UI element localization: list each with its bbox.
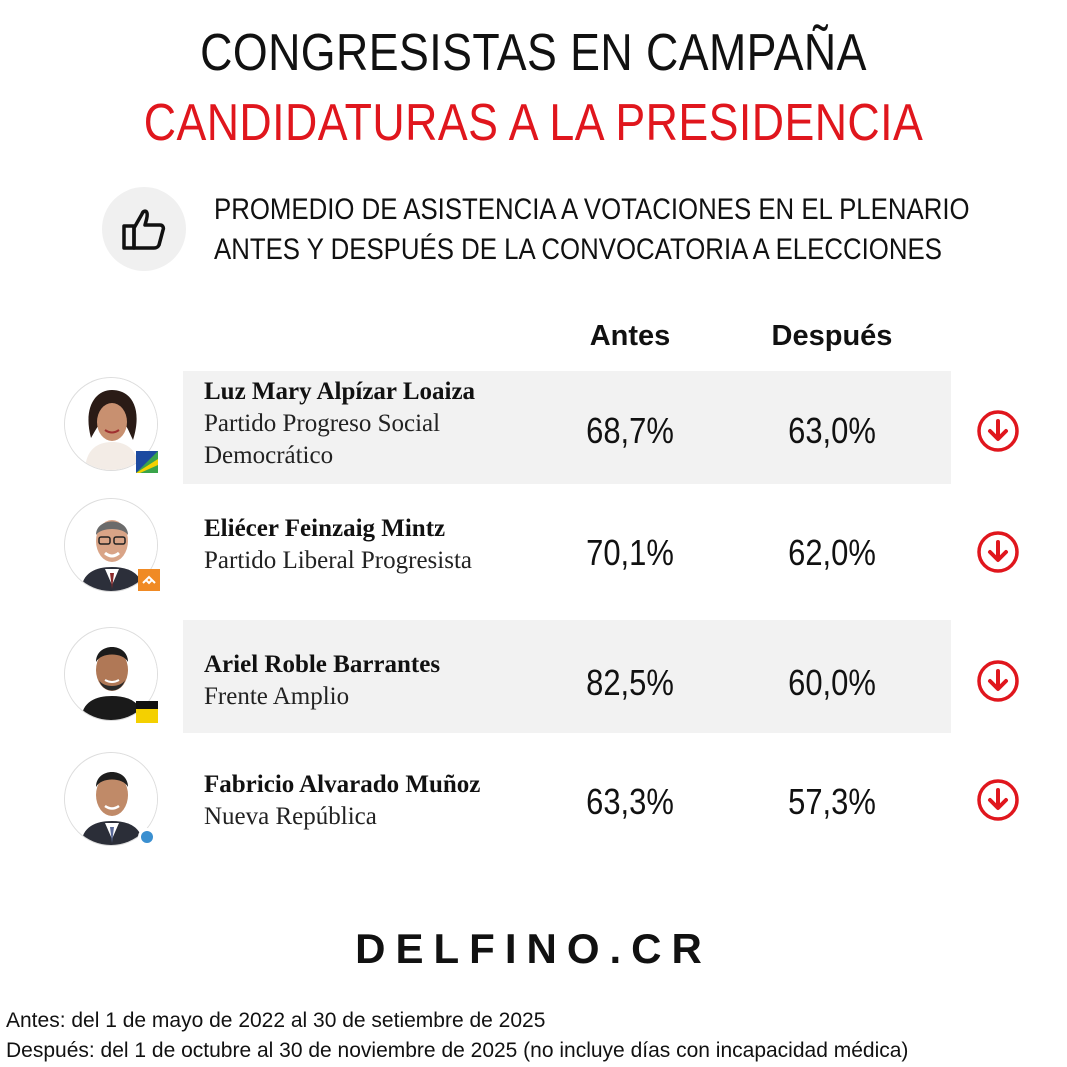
column-header-antes: Antes — [589, 320, 671, 352]
avatar — [64, 498, 158, 592]
candidate-party: Frente Amplio — [204, 683, 350, 710]
candidate-party: Nueva República — [204, 803, 377, 830]
down-arrow-icon — [977, 531, 1019, 573]
avatar — [64, 377, 158, 471]
title-line-1: CONGRESISTAS EN CAMPAÑA — [200, 24, 867, 82]
candidate-name: Eliécer Feinzaig Mintz — [204, 515, 446, 542]
title-line-2: CANDIDATURAS A LA PRESIDENCIA — [143, 94, 924, 152]
footnote-despues: Después: del 1 de octubre al 30 de novie… — [6, 1039, 909, 1062]
value-despues: 62,0% — [788, 532, 876, 573]
party-logo-icon — [138, 569, 160, 591]
value-antes: 70,1% — [586, 532, 674, 573]
party-logo-icon — [138, 828, 156, 846]
row-background — [183, 620, 951, 733]
value-antes: 63,3% — [586, 781, 674, 822]
avatar — [64, 627, 158, 721]
value-antes: 82,5% — [586, 662, 674, 703]
thumbs-up-icon — [102, 187, 186, 271]
value-despues: 57,3% — [788, 781, 876, 822]
row-background — [183, 371, 951, 484]
chart-subtitle: PROMEDIO DE ASISTENCIA A VOTACIONES EN E… — [214, 190, 970, 270]
candidate-name: Fabricio Alvarado Muñoz — [204, 771, 481, 798]
candidate-name: Luz Mary Alpízar Loaiza — [204, 378, 476, 405]
footnote-antes: Antes: del 1 de mayo de 2022 al 30 de se… — [6, 1009, 546, 1032]
value-antes: 68,7% — [586, 410, 674, 451]
subtitle-line-1: PROMEDIO DE ASISTENCIA A VOTACIONES EN E… — [214, 193, 970, 226]
candidate-party: Partido Liberal Progresista — [204, 547, 472, 574]
value-despues: 60,0% — [788, 662, 876, 703]
candidate-name: Ariel Roble Barrantes — [204, 651, 441, 678]
down-arrow-icon — [977, 660, 1019, 702]
down-arrow-icon — [977, 410, 1019, 452]
candidate-party: Partido Progreso Social Democrático — [204, 410, 441, 469]
value-despues: 63,0% — [788, 410, 876, 451]
party-logo-icon — [136, 451, 158, 473]
subtitle-line-2: ANTES Y DESPUÉS DE LA CONVOCATORIA A ELE… — [214, 233, 942, 266]
party-logo-icon — [136, 701, 158, 723]
brand-logo: DELFINO.CR — [355, 925, 712, 972]
down-arrow-icon — [977, 779, 1019, 821]
column-header-despues: Después — [771, 320, 893, 352]
